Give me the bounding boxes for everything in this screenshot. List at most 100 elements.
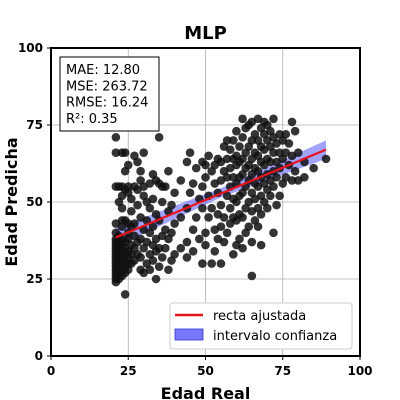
data-point xyxy=(136,253,145,262)
data-point xyxy=(225,203,235,213)
y-tick-label: 50 xyxy=(26,195,43,209)
data-point xyxy=(164,265,173,275)
data-point xyxy=(207,259,216,268)
data-point xyxy=(225,145,235,154)
data-point xyxy=(161,243,170,253)
data-point xyxy=(176,213,186,222)
x-axis-label: Edad Real xyxy=(161,384,251,400)
data-point xyxy=(229,250,238,259)
y-tick-label: 100 xyxy=(18,41,43,55)
data-point xyxy=(195,234,204,244)
data-point xyxy=(210,246,220,256)
data-point xyxy=(201,240,210,250)
data-point xyxy=(216,259,226,268)
data-point xyxy=(188,246,198,256)
data-point xyxy=(185,188,195,198)
fit-line-layer xyxy=(115,148,327,239)
data-point xyxy=(222,136,232,145)
data-point xyxy=(182,253,192,262)
y-tick-label: 25 xyxy=(26,272,43,286)
data-point xyxy=(191,163,201,173)
data-point xyxy=(170,250,179,259)
data-point xyxy=(111,133,121,142)
data-point xyxy=(266,191,275,201)
data-point xyxy=(176,243,186,253)
data-point xyxy=(281,129,291,139)
data-point xyxy=(151,274,161,284)
data-point xyxy=(154,243,164,253)
data-point xyxy=(191,213,201,222)
data-point xyxy=(293,148,303,158)
y-tick-label: 0 xyxy=(35,349,43,363)
legend-fit-line-label: recta ajustada xyxy=(213,309,306,324)
data-point xyxy=(117,203,127,213)
data-point xyxy=(263,203,272,213)
data-points xyxy=(111,114,331,299)
data-point xyxy=(185,148,195,158)
data-point xyxy=(167,228,176,238)
legend-confidence-swatch xyxy=(174,328,204,341)
data-point xyxy=(309,163,318,173)
data-point xyxy=(300,173,309,182)
metric-mse: MSE: 263.72 xyxy=(66,79,148,94)
metrics-box-frame xyxy=(59,56,160,132)
data-point xyxy=(266,157,275,167)
axis-ticks: 0 25 50 75 100 0 25 50 75 100 xyxy=(18,41,373,378)
legend: recta ajustada intervalo confianza xyxy=(169,302,353,350)
data-point xyxy=(201,160,210,170)
y-axis-label: Edad Predicha xyxy=(2,137,21,266)
data-point xyxy=(222,173,232,182)
data-point xyxy=(164,166,173,176)
data-point xyxy=(247,271,257,281)
data-point xyxy=(272,200,281,210)
data-point xyxy=(290,126,300,136)
metric-r2: R²: 0.35 xyxy=(66,112,118,127)
data-point xyxy=(157,253,167,262)
data-point xyxy=(182,157,192,167)
data-point xyxy=(154,262,164,271)
data-point xyxy=(287,176,297,185)
data-point xyxy=(123,160,133,170)
data-point xyxy=(161,182,170,191)
metrics-box: MAE: 12.80 MSE: 263.72 RMSE: 16.24 R²: 0… xyxy=(59,56,160,132)
data-point xyxy=(145,203,155,213)
fit-line xyxy=(115,148,327,239)
data-point xyxy=(182,237,192,247)
data-point xyxy=(216,222,226,231)
data-point xyxy=(290,166,300,176)
data-point xyxy=(198,203,207,213)
data-point xyxy=(133,157,142,167)
y-tick-label: 75 xyxy=(26,118,43,132)
data-point xyxy=(238,243,247,253)
data-point xyxy=(269,114,278,124)
data-point xyxy=(127,194,136,204)
data-point xyxy=(198,259,207,268)
data-point xyxy=(275,191,284,201)
data-point xyxy=(216,200,226,210)
data-point xyxy=(127,206,136,216)
chart-title: MLP xyxy=(184,23,227,44)
x-tick-label: 75 xyxy=(274,364,291,378)
data-point xyxy=(167,200,176,210)
metric-rmse: RMSE: 16.24 xyxy=(66,96,148,111)
data-point xyxy=(284,139,294,148)
data-point xyxy=(148,194,158,204)
data-point xyxy=(188,225,198,235)
data-point xyxy=(111,148,121,158)
data-point xyxy=(123,182,133,191)
data-point xyxy=(204,151,213,161)
data-point xyxy=(238,133,247,142)
data-point xyxy=(201,228,210,238)
data-point xyxy=(238,114,247,124)
data-point xyxy=(198,182,207,191)
data-point xyxy=(133,200,142,210)
metric-mae: MAE: 12.80 xyxy=(66,63,140,78)
data-point xyxy=(269,182,278,191)
data-point xyxy=(222,228,232,238)
data-point xyxy=(229,136,238,145)
data-point xyxy=(256,210,266,219)
x-tick-label: 100 xyxy=(347,364,372,378)
data-point xyxy=(222,154,232,164)
data-point xyxy=(321,154,331,164)
